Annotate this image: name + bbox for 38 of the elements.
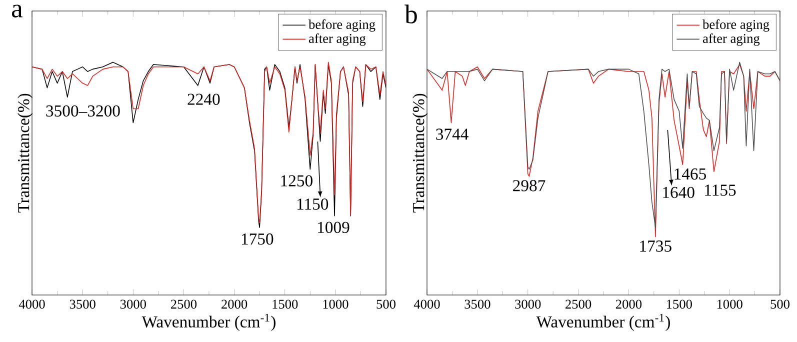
chart-title: a [12, 4, 23, 18]
chart-title: b [404, 4, 417, 24]
x-tick-label: 3500 [70, 300, 96, 309]
y-axis-title: Transmittance(%) [18, 94, 33, 213]
annotation: 2987 [513, 180, 546, 192]
x-tick-label: 3500 [464, 300, 490, 309]
x-tick-label: 1500 [272, 300, 298, 309]
x-tick-label: 2000 [616, 300, 642, 309]
annotation: 1009 [318, 222, 350, 234]
x-tick-label: 3000 [120, 300, 146, 309]
legend-label: after aging [308, 33, 366, 46]
x-tick-label: 2000 [222, 300, 248, 309]
x-tick-label: 500 [376, 300, 396, 309]
legend-label: after aging [702, 33, 760, 46]
y-axis-title: Transmittance(%) [412, 94, 428, 213]
x-axis-title: Wavenumber (cm$^{-1}$) [142, 314, 276, 331]
x-tick-label: 1000 [717, 300, 742, 309]
x-tick-label: 3000 [515, 300, 541, 309]
x-tick-label: 1000 [323, 300, 348, 309]
legend-label: before aging [308, 19, 376, 32]
legend-label: before aging [702, 19, 770, 32]
annotation: 2240 [188, 94, 220, 105]
annotation: 1150 [297, 198, 328, 210]
annotation: 1250 [281, 175, 312, 186]
annotation: 1735 [640, 240, 672, 252]
x-axis-title: Wavenumber (cm$^{-1}$) [536, 314, 670, 331]
x-tick-label: 2500 [170, 300, 197, 309]
x-tick-label: 1500 [666, 300, 692, 309]
x-tick-label: 4000 [414, 300, 440, 309]
annotation: 3744 [436, 128, 468, 140]
annotation: 1465 [674, 168, 706, 180]
x-tick-label: 2500 [566, 300, 592, 309]
annotation: 1640 [663, 186, 694, 198]
annotation: 1155 [705, 184, 736, 196]
annotation: 3500–3200 [46, 105, 120, 117]
x-tick-label: 4000 [18, 300, 45, 309]
x-tick-label: 500 [770, 300, 790, 309]
annotation: 1750 [242, 233, 274, 245]
